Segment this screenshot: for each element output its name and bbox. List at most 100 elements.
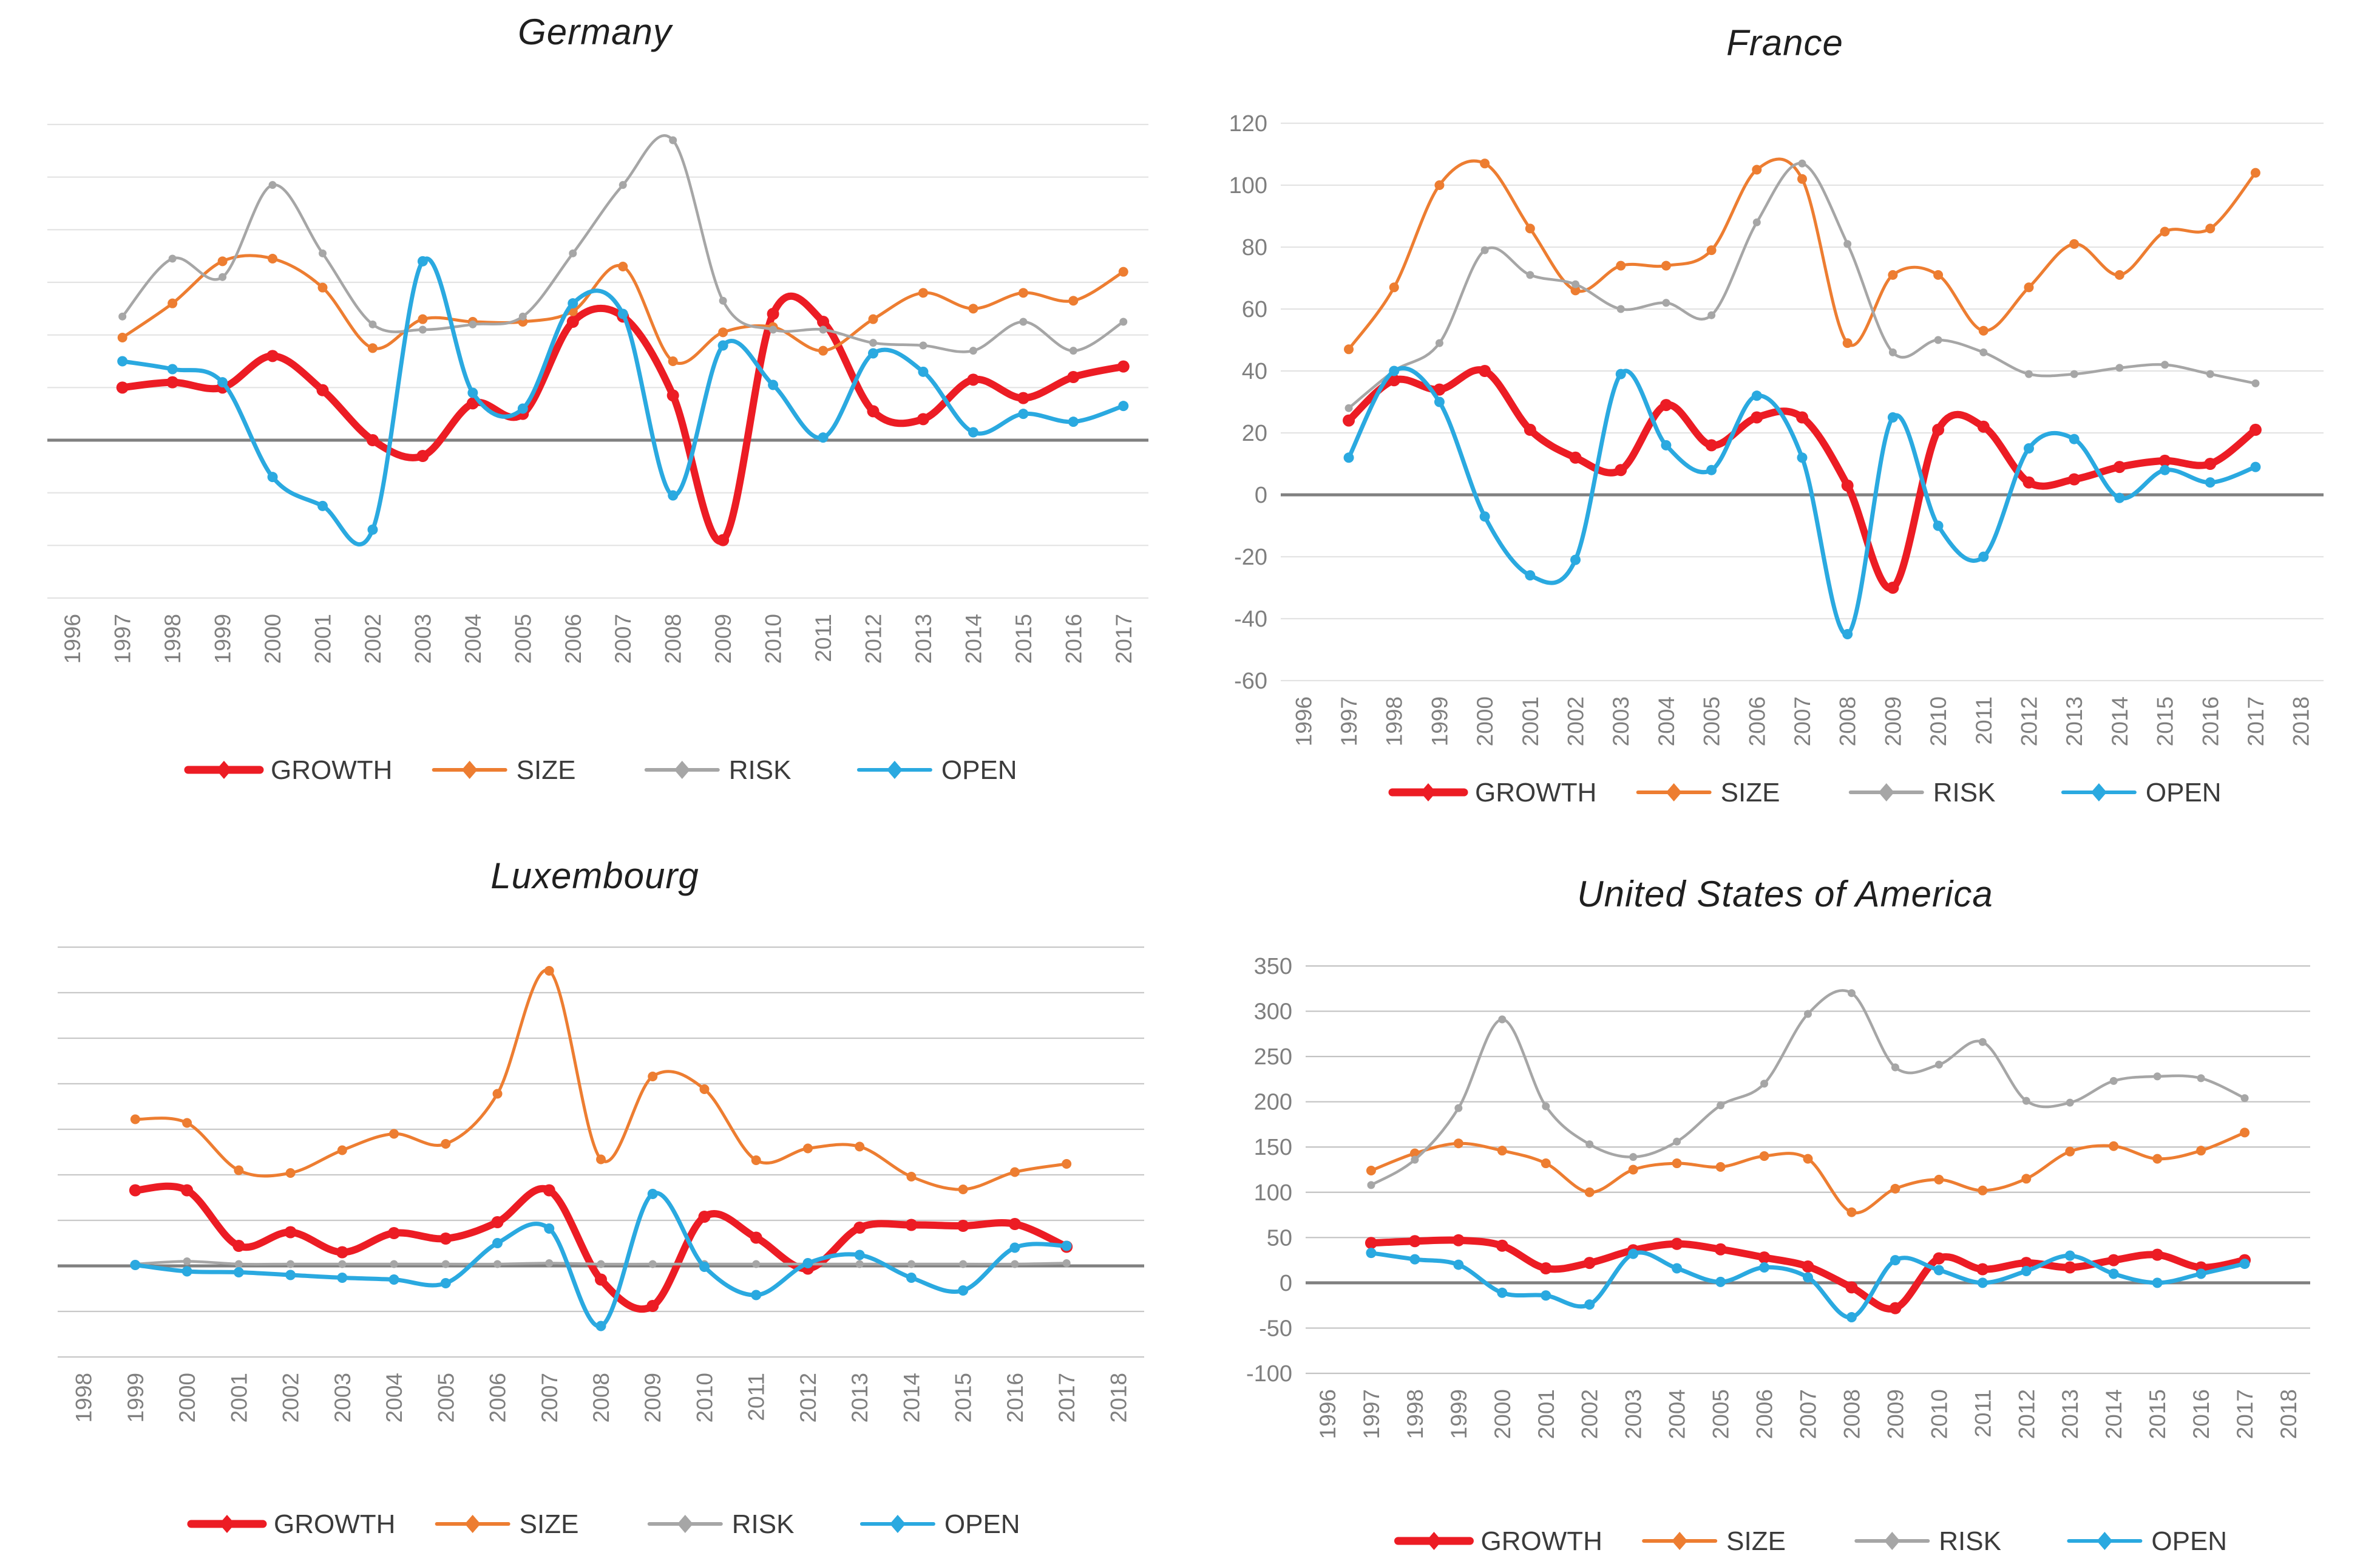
usa-gridlines	[1306, 965, 2310, 1375]
x-tick-label: 2008	[589, 1373, 614, 1423]
x-tick-label: 2009	[640, 1373, 665, 1423]
x-tick-label: 2005	[1709, 1389, 1734, 1439]
x-tick-label: 2007	[1796, 1389, 1821, 1439]
data-point-marker	[1584, 1187, 1595, 1197]
x-tick-label: 2001	[311, 614, 336, 664]
chart-title-germany: Germany	[518, 12, 672, 52]
data-point-marker	[1751, 390, 1762, 401]
x-tick-label: 2003	[1621, 1389, 1646, 1439]
data-point-marker	[1525, 223, 1535, 234]
data-point-marker	[669, 136, 677, 144]
data-point-marker	[1803, 1154, 1813, 1164]
data-point-marker	[1628, 1248, 1639, 1259]
data-point-marker	[1751, 411, 1763, 424]
data-point-marker	[1888, 348, 1897, 356]
data-point-marker	[317, 500, 328, 511]
legend-item-open: OPEN	[856, 755, 1017, 785]
data-point-marker	[1890, 1183, 1900, 1194]
data-point-marker	[1934, 1061, 1943, 1069]
data-point-marker	[1011, 1260, 1019, 1268]
usa-series-risk	[1367, 989, 2249, 1189]
chart-panel-france: France 120 100 80 60 40 20 0 -20 -40 -60 1996 1997 1…	[1190, 0, 2380, 838]
x-tick-label: 2015	[2153, 696, 2178, 746]
data-point-marker	[117, 333, 127, 342]
x-tick-label: 2016	[1061, 614, 1086, 664]
x-tick-label: 2012	[2016, 696, 2041, 746]
data-point-marker	[268, 181, 277, 189]
data-point-marker	[469, 320, 477, 328]
data-point-marker	[1542, 1102, 1550, 1110]
data-point-marker	[1758, 1251, 1771, 1264]
data-point-marker	[1069, 347, 1077, 355]
data-point-marker	[234, 1260, 243, 1268]
data-point-marker	[1496, 1239, 1508, 1252]
data-point-marker	[1934, 1174, 1944, 1185]
data-point-marker	[2069, 433, 2080, 444]
data-point-marker	[751, 1290, 762, 1300]
data-point-marker	[1890, 1255, 1900, 1266]
data-point-marker	[440, 1278, 451, 1288]
france-chart: 120 100 80 60 40 20 0 -20 -40 -60 1996 1997 1998 1999…	[1229, 111, 2324, 807]
legend-item-growth: GROWTH	[187, 1509, 395, 1539]
data-point-marker	[418, 325, 427, 334]
usa-y-axis-labels: 350 300 250 200 150 100 50 0 -50 -100	[1246, 954, 1292, 1387]
data-point-marker	[1888, 270, 1898, 280]
data-point-marker	[905, 1219, 918, 1231]
data-point-marker	[2160, 226, 2170, 237]
data-point-marker	[2161, 361, 2169, 369]
data-point-marker	[1344, 344, 1354, 355]
x-tick-label: 2014	[2107, 696, 2132, 746]
data-point-marker	[818, 345, 829, 356]
data-point-marker	[1570, 554, 1581, 565]
usa-x-axis-labels: 1996 1997 1998 1999 2000 2001 2002 2003 2004 2005…	[1315, 1389, 2301, 1439]
data-point-marker	[1714, 1243, 1727, 1256]
legend-item-size: SIZE	[1636, 778, 1780, 807]
x-tick-label: 1998	[160, 614, 185, 664]
data-point-marker	[752, 1260, 761, 1268]
legend-item-open: OPEN	[2067, 1526, 2227, 1556]
data-point-marker	[284, 1226, 297, 1239]
data-point-marker	[336, 1246, 348, 1259]
data-point-marker	[2152, 1277, 2163, 1288]
data-point-marker	[1670, 1237, 1683, 1250]
legend-label: RISK	[1939, 1526, 2001, 1556]
data-point-marker	[266, 350, 279, 362]
legend-item-size: SIZE	[435, 1509, 578, 1539]
data-point-marker	[1706, 464, 1717, 475]
legend-item-size: SIZE	[432, 755, 575, 785]
germany-chart: 1996 1997 1998 1999 2000 2001 2002 2003 2004 2005…	[47, 123, 1148, 785]
x-tick-label: 2013	[2058, 1389, 2083, 1439]
data-point-marker	[648, 1260, 657, 1268]
data-point-marker	[286, 1260, 295, 1268]
x-tick-label: 1999	[1427, 696, 1452, 746]
data-point-marker	[1497, 1146, 1507, 1156]
y-tick-label: 60	[1242, 297, 1267, 322]
data-point-marker	[181, 1184, 194, 1197]
data-point-marker	[2064, 1250, 2075, 1261]
data-point-marker	[217, 377, 228, 388]
data-point-marker	[1673, 1137, 1681, 1146]
usa-series-open	[1366, 1248, 2250, 1323]
legend-label: RISK	[729, 755, 792, 785]
france-series-open	[1343, 365, 2261, 639]
series-line	[134, 968, 1068, 1191]
data-point-marker	[853, 1222, 866, 1234]
data-point-marker	[1454, 1104, 1463, 1112]
legend-diamond-marker	[1878, 783, 1894, 801]
x-tick-label: 2007	[537, 1373, 562, 1423]
x-tick-label: 2002	[279, 1373, 303, 1423]
x-tick-label: 2013	[847, 1373, 872, 1423]
data-point-marker	[2239, 1259, 2250, 1270]
data-point-marker	[1541, 1290, 1551, 1301]
x-tick-label: 2012	[796, 1373, 821, 1423]
data-point-marker	[1715, 1162, 1726, 1172]
x-tick-label: 2001	[1518, 696, 1543, 746]
data-point-marker	[491, 1216, 504, 1228]
data-point-marker	[441, 1260, 450, 1268]
x-tick-label: 2015	[1011, 614, 1036, 664]
x-tick-label: 2006	[486, 1373, 510, 1423]
data-point-marker	[817, 316, 830, 328]
data-point-marker	[544, 966, 554, 976]
data-point-marker	[1934, 336, 1942, 344]
luxembourg-legend: GROWTH SIZE RISK OPEN	[187, 1509, 1020, 1539]
